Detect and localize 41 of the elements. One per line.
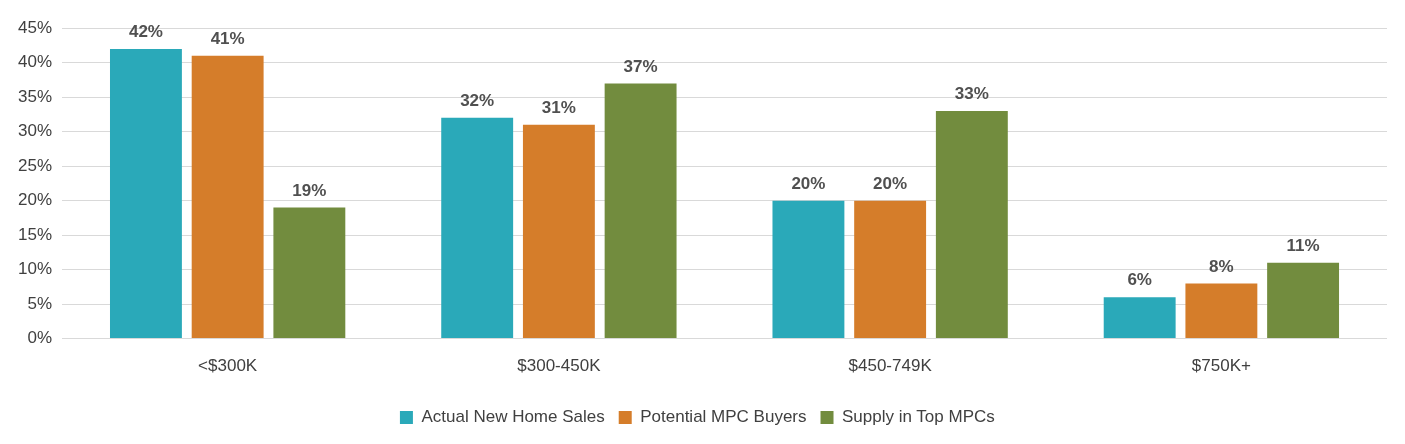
data-label: 6% [1127,270,1152,290]
legend-label: Actual New Home Sales [421,407,605,427]
y-tick-label: 35% [17,86,53,106]
y-tick-label: 5% [27,293,53,313]
y-tick-label: 25% [17,155,53,175]
data-label: 8% [1209,256,1234,276]
bar [522,124,595,339]
data-label: 20% [791,173,826,193]
y-tick-label: 40% [17,52,53,72]
bar [273,207,346,339]
bar [1103,297,1176,339]
x-tick-label: <$300K [198,356,258,376]
bar [604,83,677,339]
data-label: 33% [954,84,989,104]
y-tick-label: 0% [27,328,53,348]
x-tick-label: $450-749K [848,356,933,376]
x-tick-label: $300-450K [517,356,602,376]
y-tick-label: 30% [17,121,53,141]
bar [441,117,514,339]
bar [935,110,1008,339]
y-tick-label: 20% [17,190,53,210]
x-tick-label: $750K+ [1191,356,1251,376]
bar [1267,262,1340,339]
data-label: 41% [210,28,245,48]
legend-label: Supply in Top MPCs [842,407,995,427]
data-label: 42% [128,22,163,42]
bar [854,200,927,339]
data-label: 32% [460,91,495,111]
data-label: 31% [541,97,576,117]
legend-label: Potential MPC Buyers [640,407,807,427]
bar [1185,283,1258,339]
y-tick-label: 15% [17,224,53,244]
data-label: 19% [292,180,327,200]
bar [191,55,264,339]
bar [109,48,182,339]
data-label: 11% [1286,235,1320,255]
data-label: 37% [623,56,658,76]
y-tick-label: 45% [17,17,53,37]
data-label: 20% [873,173,908,193]
y-tick-label: 10% [17,259,53,279]
bar [772,200,845,339]
